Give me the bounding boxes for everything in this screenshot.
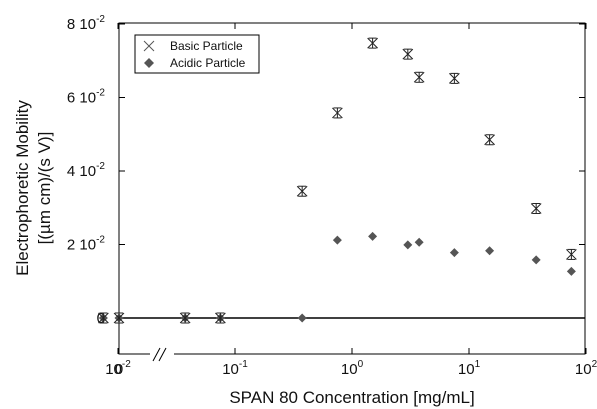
legend: Basic Particle Acidic Particle: [134, 34, 260, 74]
x-tick-label: 0: [115, 361, 123, 378]
acidic-point: [414, 237, 424, 247]
basic-point: [98, 312, 109, 324]
x-tick-label: 102: [575, 359, 597, 378]
basic-point: [179, 312, 191, 324]
basic-point: [367, 37, 378, 49]
basic-point: [484, 134, 495, 146]
basic-point: [332, 107, 343, 119]
x-tick-label: 101: [458, 359, 481, 378]
legend-label-basic: Basic Particle: [170, 39, 243, 53]
basic-point: [215, 312, 226, 324]
x-axis-break: [150, 347, 174, 362]
basic-point: [113, 312, 125, 324]
acidic-point: [449, 248, 459, 258]
y-tick-label: 6 10-2: [67, 88, 106, 107]
x-tick-label: 10-1: [222, 359, 248, 378]
acidic-point: [403, 240, 413, 250]
series-layer: [98, 37, 577, 324]
acidic-point: [332, 235, 342, 245]
acidic-point: [368, 231, 378, 241]
legend-marker-basic-x-icon: [143, 40, 155, 52]
acidic-point: [485, 246, 495, 256]
plot-frame: [118, 22, 586, 355]
acidic-point: [297, 313, 307, 323]
y-axis-label-line1: Electrophoretic Mobility: [13, 100, 32, 276]
x-tick-label: 10-2: [105, 359, 131, 378]
basic-point: [449, 72, 460, 84]
basic-point: [566, 248, 577, 260]
basic-point: [530, 202, 542, 214]
y-axis-ticks: 02 10-24 10-26 10-28 10-2: [67, 14, 585, 327]
legend-box: [134, 34, 260, 74]
basic-point: [296, 185, 308, 197]
basic-point: [402, 48, 414, 60]
x-tick-label: 100: [341, 359, 364, 378]
y-axis-label-line2: [(µm cm)/(s V)]: [35, 132, 54, 245]
acidic-point: [531, 255, 541, 265]
legend-label-acidic: Acidic Particle: [170, 56, 246, 70]
x-axis-ticks: 010-2 10-1 100 101 102: [105, 23, 597, 378]
basic-point: [413, 71, 425, 83]
y-tick-label: 8 10-2: [67, 14, 106, 33]
legend-marker-acidic-diamond-icon: [144, 58, 154, 68]
acidic-point: [566, 266, 576, 276]
y-tick-label: 4 10-2: [67, 161, 106, 180]
y-tick-label: 2 10-2: [67, 235, 106, 254]
x-axis-label: SPAN 80 Concentration [mg/mL]: [229, 388, 474, 407]
